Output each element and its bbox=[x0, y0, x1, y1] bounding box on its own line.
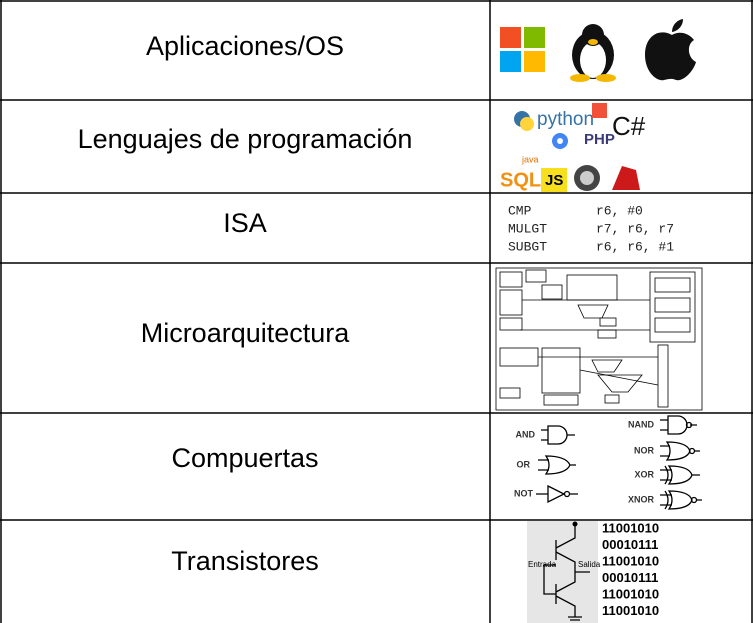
row-label: Compuertas bbox=[171, 443, 318, 473]
gate-label: NOT bbox=[514, 488, 534, 498]
opcode: SUBGT bbox=[508, 239, 547, 254]
binary-word: 11001010 bbox=[602, 603, 659, 618]
isa-code: CMP r6, #0 MULGT r7, r6, r7 SUBGT r6, r6… bbox=[508, 203, 674, 254]
binary-word: 00010111 bbox=[602, 537, 658, 552]
operands: r6, r6, #1 bbox=[596, 239, 674, 254]
row-label: Aplicaciones/OS bbox=[146, 31, 344, 61]
opcode: MULGT bbox=[508, 221, 547, 236]
logo-text: C# bbox=[612, 111, 646, 141]
language-logos: python C# PHP java SQL JS bbox=[500, 103, 646, 192]
transistor-diagram: Entrada Salida bbox=[527, 521, 601, 623]
row-label: Microarquitectura bbox=[141, 318, 351, 348]
binary-word: 11001010 bbox=[602, 520, 659, 535]
opcode: CMP bbox=[508, 203, 532, 218]
operands: r7, r6, r7 bbox=[596, 221, 674, 236]
binary-word: 00010111 bbox=[602, 570, 658, 585]
row-label: Transistores bbox=[171, 546, 319, 576]
gate-label: NOR bbox=[634, 445, 655, 455]
gate-label: AND bbox=[516, 429, 536, 439]
logo-text: PHP bbox=[584, 131, 615, 148]
operands: r6, #0 bbox=[596, 203, 643, 218]
logo-text: java bbox=[521, 154, 539, 164]
binary-word: 11001010 bbox=[602, 586, 659, 601]
gate-label: XNOR bbox=[628, 494, 655, 504]
gate-label: XOR bbox=[634, 469, 654, 479]
binary-output: 1100101000010111110010100001011111001010… bbox=[602, 520, 659, 618]
os-logos bbox=[500, 19, 696, 82]
output-label: Salida bbox=[578, 560, 601, 569]
logo-text: JS bbox=[545, 172, 563, 189]
gate-label: OR bbox=[517, 459, 531, 469]
microarchitecture-diagram bbox=[495, 267, 703, 411]
row-label: ISA bbox=[223, 208, 267, 238]
gate-label: NAND bbox=[628, 419, 654, 429]
logic-gates: AND OR NOT NAND NOR XOR XNOR bbox=[514, 415, 702, 510]
row-label: Lenguajes de programación bbox=[78, 124, 413, 154]
input-label: Entrada bbox=[528, 560, 557, 569]
binary-word: 11001010 bbox=[602, 553, 659, 568]
logo-text: python bbox=[537, 109, 594, 130]
logo-text: SQL bbox=[500, 169, 541, 191]
